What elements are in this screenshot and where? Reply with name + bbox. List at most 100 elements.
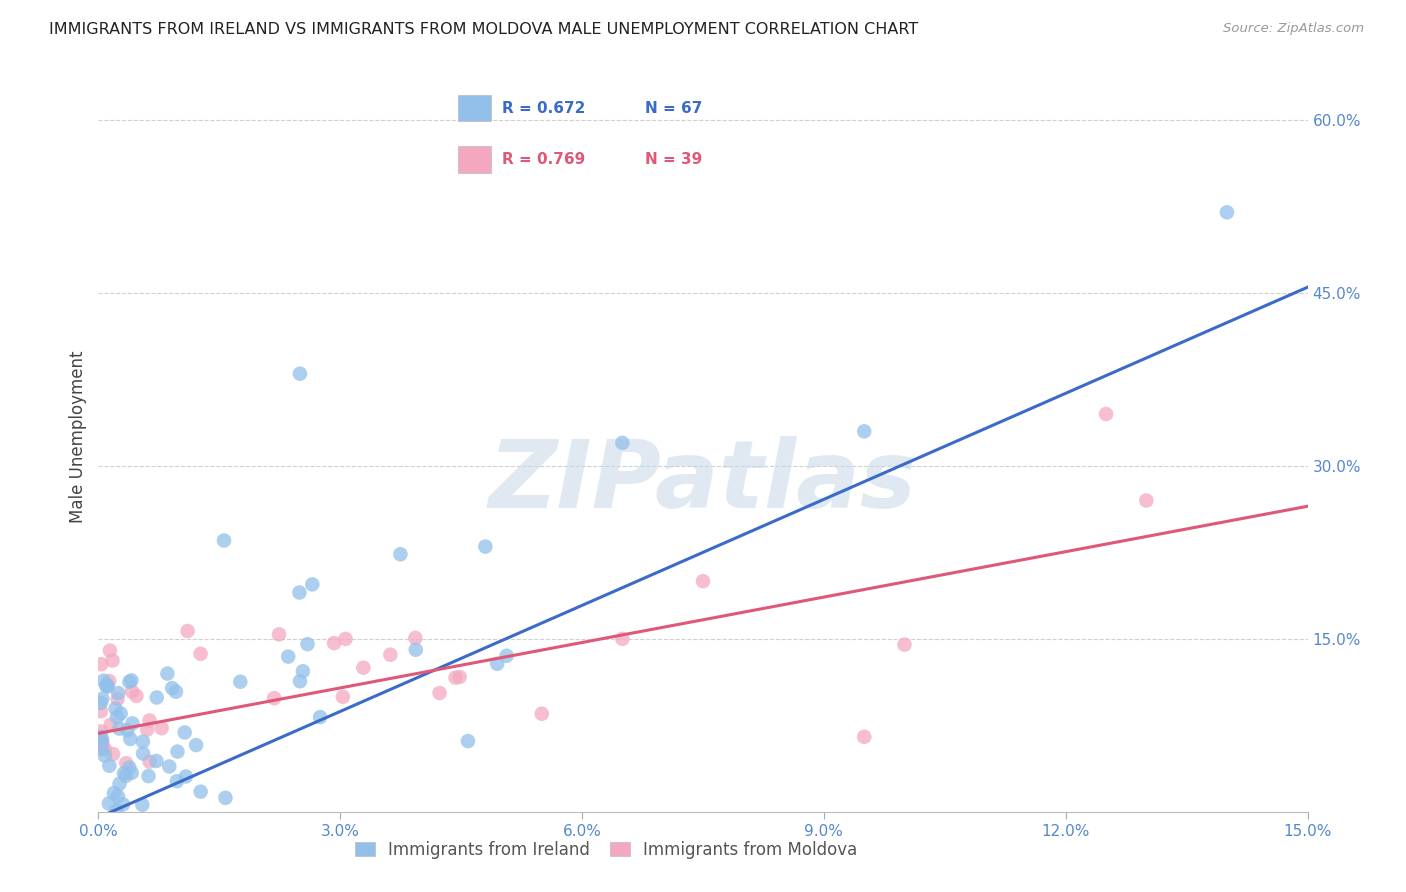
Point	[893, 638, 915, 652]
Point	[107, 692, 129, 706]
Point	[96, 678, 118, 692]
Point	[100, 717, 122, 731]
Legend: Immigrants from Ireland, Immigrants from Moldova: Immigrants from Ireland, Immigrants from…	[346, 832, 866, 867]
Point	[229, 674, 252, 689]
Point	[457, 734, 479, 748]
Point	[190, 647, 212, 661]
Point	[853, 730, 876, 744]
Point	[90, 730, 112, 744]
Point	[612, 632, 634, 646]
Point	[332, 690, 354, 704]
Point	[120, 731, 142, 746]
Point	[212, 533, 235, 548]
Point	[853, 425, 876, 439]
Point	[118, 674, 141, 689]
Point	[474, 540, 496, 554]
Text: ZIPatlas: ZIPatlas	[489, 436, 917, 528]
Point	[107, 686, 129, 700]
Point	[176, 624, 198, 638]
Point	[612, 435, 634, 450]
Point	[132, 747, 155, 761]
Point	[145, 754, 167, 768]
Point	[94, 742, 117, 756]
Point	[288, 367, 311, 381]
Point	[97, 797, 120, 811]
Point	[136, 723, 159, 737]
Point	[174, 769, 197, 783]
Point	[121, 673, 143, 688]
Point	[323, 636, 346, 650]
Point	[97, 680, 120, 694]
Point	[98, 643, 121, 657]
Point	[94, 748, 117, 763]
Point	[486, 657, 509, 671]
Point	[90, 696, 112, 710]
Point	[90, 704, 112, 718]
Point	[166, 774, 188, 789]
Point	[105, 803, 128, 817]
Point	[105, 710, 128, 724]
Point	[90, 724, 112, 739]
Point	[104, 701, 127, 715]
Point	[101, 747, 124, 761]
Point	[90, 742, 112, 756]
Point	[380, 648, 402, 662]
Point	[138, 755, 160, 769]
Point	[309, 710, 332, 724]
Point	[117, 723, 139, 738]
Point	[444, 671, 467, 685]
Point	[165, 684, 187, 698]
Point	[131, 797, 153, 812]
Point	[115, 769, 138, 783]
Point	[138, 769, 160, 783]
Point	[96, 679, 118, 693]
Point	[184, 738, 207, 752]
Point	[267, 627, 290, 641]
Point	[166, 745, 188, 759]
Point	[121, 716, 143, 731]
Point	[91, 738, 114, 752]
Point	[530, 706, 553, 721]
Point	[495, 648, 517, 663]
Point	[132, 734, 155, 748]
Point	[90, 657, 112, 672]
Y-axis label: Male Unemployment: Male Unemployment	[69, 351, 87, 524]
Point	[405, 642, 427, 657]
Point	[145, 690, 167, 705]
Point	[138, 714, 160, 728]
Point	[98, 759, 121, 773]
Point	[291, 665, 314, 679]
Point	[1216, 205, 1239, 219]
Point	[449, 670, 471, 684]
Point	[352, 661, 374, 675]
Point	[93, 673, 115, 688]
Point	[121, 765, 143, 780]
Point	[301, 577, 323, 591]
Point	[214, 790, 236, 805]
Point	[108, 722, 131, 736]
Point	[288, 674, 311, 689]
Point	[263, 691, 285, 706]
Point	[1135, 493, 1157, 508]
Point	[692, 574, 714, 589]
Point	[103, 786, 125, 800]
Point	[111, 797, 134, 812]
Point	[91, 691, 114, 706]
Point	[115, 756, 138, 771]
Point	[118, 760, 141, 774]
Point	[110, 706, 132, 721]
Point	[404, 631, 426, 645]
Point	[156, 666, 179, 681]
Point	[1095, 407, 1118, 421]
Point	[277, 649, 299, 664]
Point	[107, 789, 129, 804]
Point	[112, 766, 135, 780]
Point	[429, 686, 451, 700]
Text: Source: ZipAtlas.com: Source: ZipAtlas.com	[1223, 22, 1364, 36]
Point	[335, 632, 357, 646]
Point	[190, 785, 212, 799]
Point	[98, 674, 121, 689]
Point	[288, 585, 311, 599]
Text: IMMIGRANTS FROM IRELAND VS IMMIGRANTS FROM MOLDOVA MALE UNEMPLOYMENT CORRELATION: IMMIGRANTS FROM IRELAND VS IMMIGRANTS FR…	[49, 22, 918, 37]
Point	[160, 681, 183, 695]
